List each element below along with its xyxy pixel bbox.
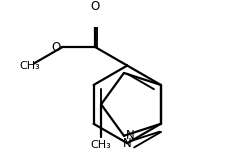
Text: N: N — [123, 137, 132, 150]
Text: O: O — [51, 41, 60, 54]
Text: N: N — [125, 129, 134, 142]
Text: O: O — [91, 0, 100, 13]
Text: CH₃: CH₃ — [19, 61, 40, 71]
Text: CH₃: CH₃ — [91, 141, 111, 151]
